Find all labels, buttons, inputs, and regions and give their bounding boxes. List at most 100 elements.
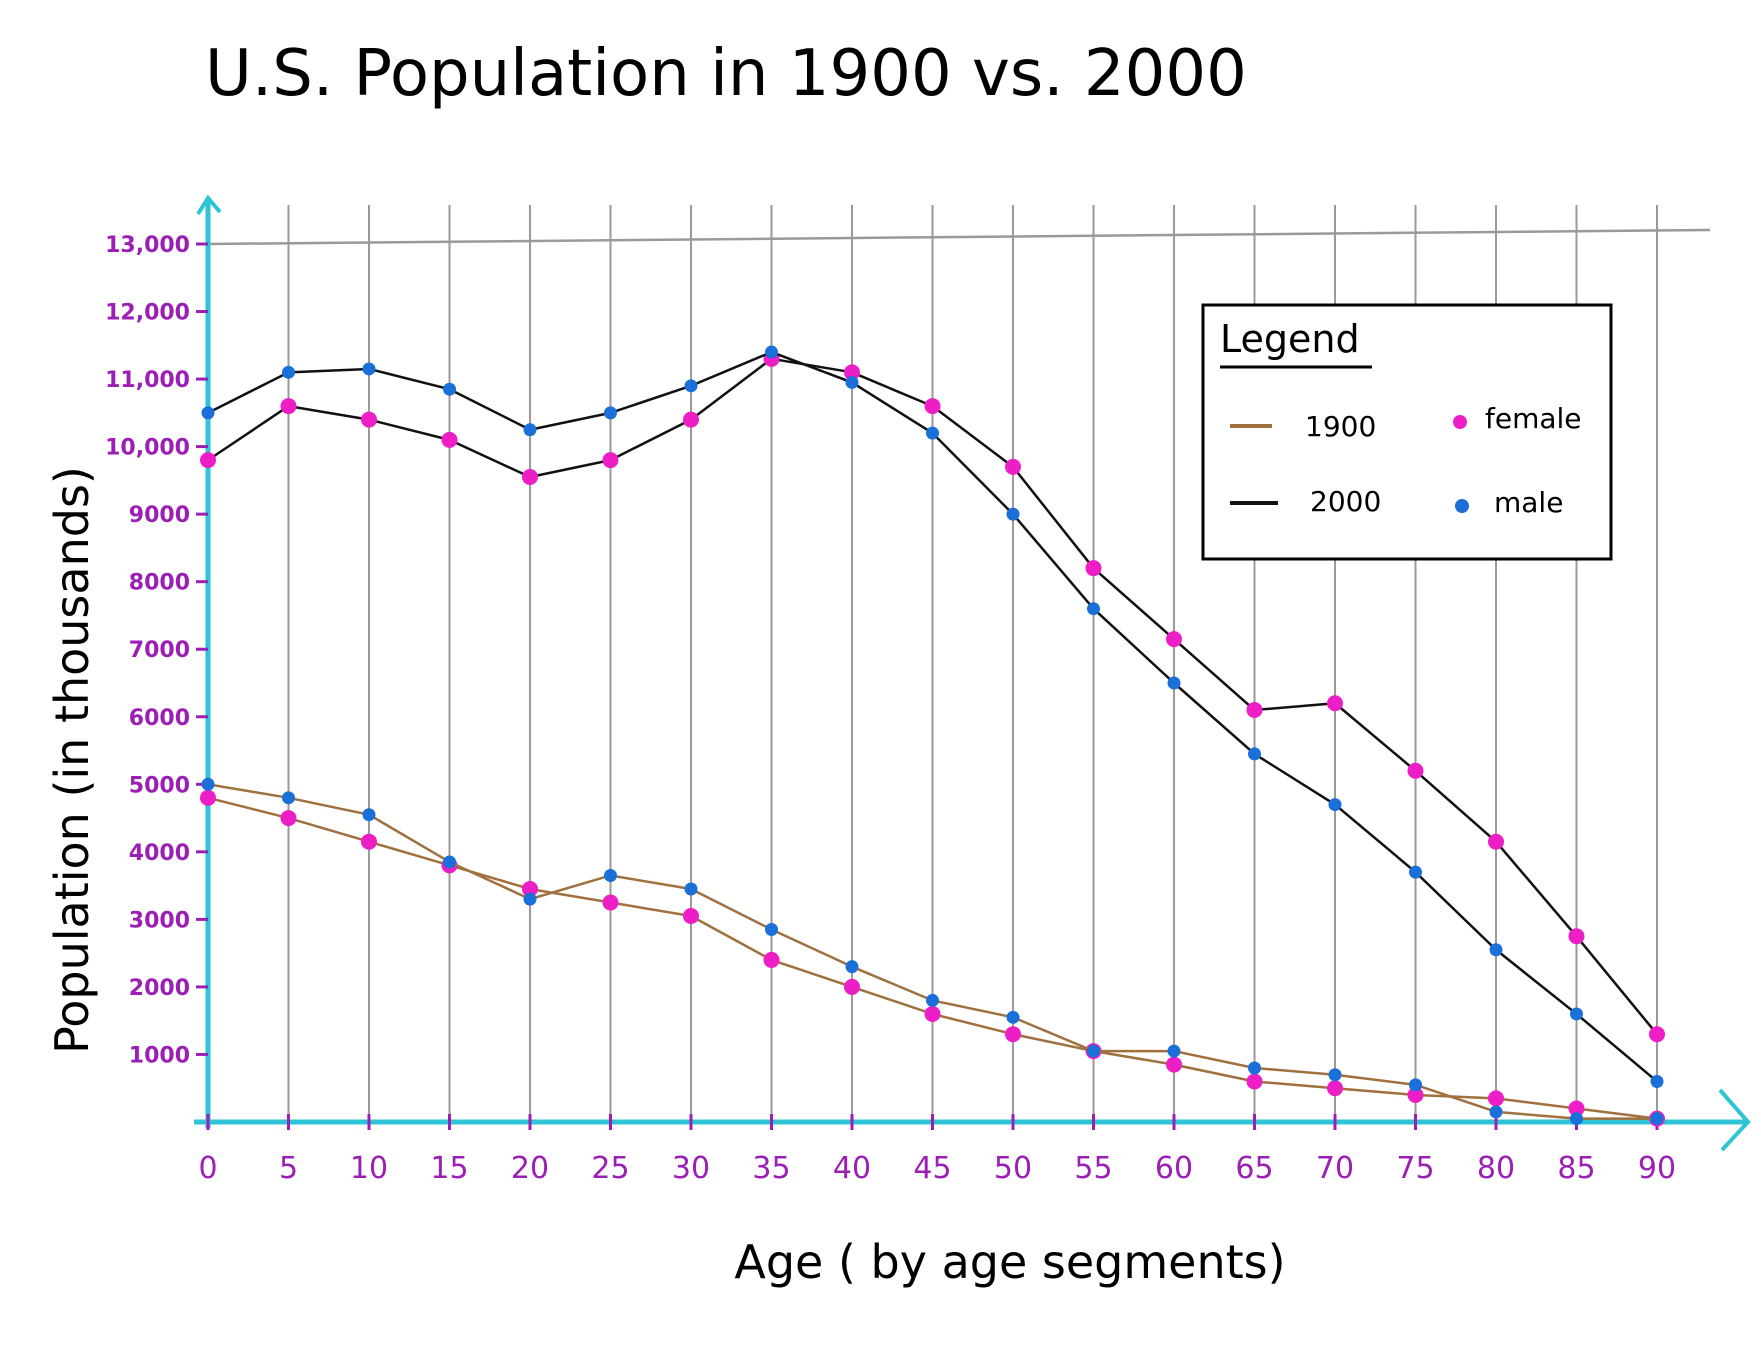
data-point-2000-male — [443, 382, 456, 396]
y-tick-label: 8000 — [129, 571, 190, 596]
data-point-2000-male — [1328, 798, 1342, 812]
series-2000-male — [201, 345, 1664, 1088]
data-point-1900-male — [1570, 1112, 1583, 1126]
data-point-2000-male — [1650, 1074, 1664, 1088]
data-point-2000-female — [1166, 631, 1182, 648]
y-tick-label: 11,000 — [105, 368, 190, 393]
data-point-1900-female — [1166, 1056, 1182, 1073]
data-point-1900-female — [683, 908, 699, 925]
data-point-1900-male — [362, 808, 376, 822]
data-point-1900-male — [1409, 1078, 1422, 1092]
y-tick-label: 10,000 — [105, 436, 190, 461]
x-tick-label: 40 — [833, 1151, 871, 1186]
grid-line-top — [207, 228, 1711, 246]
data-point-2000-male — [765, 345, 778, 359]
data-point-1900-female — [924, 1005, 941, 1022]
data-point-2000-male — [201, 406, 215, 420]
legend-swatch-female — [1453, 415, 1467, 429]
x-tick-labels: 0 5 10 15 20 25 30 35 40 45 50 55 60 65 70 75 80 85 90 — [198, 1114, 1676, 1186]
data-point-2000-male — [1167, 676, 1181, 690]
data-point-2000-female — [1407, 762, 1424, 779]
data-point-1900-female — [763, 951, 780, 968]
x-tick-label: 55 — [1074, 1151, 1112, 1186]
x-tick-label: 60 — [1155, 1151, 1193, 1186]
data-point-1900-male — [282, 791, 295, 805]
x-tick-label: 70 — [1316, 1151, 1354, 1186]
data-point-2000-female — [924, 398, 941, 415]
data-point-1900-female — [1327, 1080, 1343, 1097]
legend-label-1900: 1900 — [1305, 410, 1376, 443]
data-point-1900-male — [684, 882, 698, 896]
x-tick-label: 45 — [913, 1151, 951, 1186]
x-tick-label: 30 — [672, 1151, 710, 1186]
data-point-1900-male — [1087, 1044, 1100, 1058]
y-tick-label: 4000 — [129, 841, 190, 866]
data-point-1900-female — [1005, 1026, 1021, 1043]
data-point-2000-female — [1005, 458, 1021, 475]
data-point-1900-female — [602, 894, 619, 911]
data-point-2000-female — [441, 431, 458, 448]
data-point-2000-male — [282, 365, 295, 379]
legend-box — [1201, 303, 1613, 561]
x-tick-label: 85 — [1557, 1151, 1595, 1186]
series-group — [200, 345, 1665, 1127]
data-point-2000-male — [1409, 865, 1422, 879]
data-point-2000-male — [362, 362, 376, 376]
data-point-2000-male — [1087, 602, 1100, 616]
data-point-1900-female — [200, 789, 216, 806]
data-point-1900-female — [280, 810, 297, 827]
series-1900-male — [201, 777, 1664, 1126]
x-tick-label: 20 — [511, 1151, 549, 1186]
data-point-2000-male — [604, 406, 617, 420]
data-point-2000-female — [1568, 928, 1585, 945]
data-point-2000-female — [1488, 833, 1504, 850]
data-point-2000-female — [1246, 702, 1263, 719]
y-tick-label: 9000 — [129, 503, 190, 528]
legend-label-female: female — [1485, 402, 1582, 435]
data-point-1900-male — [926, 993, 939, 1007]
data-point-2000-female — [361, 411, 377, 428]
y-tick-label: 12,000 — [105, 301, 190, 326]
data-point-1900-male — [523, 892, 537, 906]
y-tick-label: 7000 — [129, 638, 190, 663]
legend-swatch-male — [1455, 499, 1469, 513]
data-point-2000-female — [1327, 695, 1343, 712]
legend-label-male: male — [1494, 486, 1563, 519]
data-point-1900-female — [1246, 1073, 1263, 1090]
data-point-2000-female — [1085, 560, 1102, 577]
data-point-1900-male — [1489, 1105, 1503, 1119]
x-axis-title: Age ( by age segments) — [734, 1235, 1285, 1289]
data-point-2000-male — [845, 375, 859, 389]
series-2000-female — [200, 350, 1665, 1043]
y-tick-label: 3000 — [129, 908, 190, 933]
data-point-2000-female — [844, 364, 860, 381]
x-axis-arrow — [1718, 1088, 1751, 1152]
data-point-1900-male — [201, 777, 215, 791]
data-point-1900-male — [443, 855, 456, 869]
x-tick-label: 35 — [752, 1151, 790, 1186]
data-point-1900-male — [845, 960, 859, 974]
data-point-1900-male — [604, 868, 617, 882]
data-point-2000-male — [1006, 507, 1020, 521]
x-tick-label: 0 — [198, 1151, 217, 1186]
data-point-1900-male — [1006, 1010, 1020, 1024]
data-point-1900-male — [1248, 1061, 1261, 1075]
legend-title: Legend — [1220, 317, 1360, 361]
data-point-2000-male — [1248, 747, 1261, 761]
data-point-2000-female — [1649, 1026, 1665, 1043]
data-point-1900-female — [1488, 1090, 1504, 1107]
x-tick-label: 5 — [279, 1151, 298, 1186]
y-tick-label: 5000 — [129, 773, 190, 798]
data-point-1900-male — [1650, 1112, 1664, 1126]
legend: Legend 1900 2000 female male — [1201, 303, 1613, 561]
y-axis-arrow — [196, 194, 222, 216]
data-point-2000-male — [523, 423, 537, 437]
data-point-2000-male — [926, 426, 939, 440]
data-point-2000-female — [602, 452, 619, 469]
x-tick-label: 80 — [1477, 1151, 1515, 1186]
x-tick-label: 50 — [994, 1151, 1032, 1186]
x-tick-label: 90 — [1638, 1151, 1676, 1186]
axes — [194, 194, 1751, 1152]
legend-label-2000: 2000 — [1310, 485, 1381, 518]
grid-lines — [207, 205, 1711, 1122]
